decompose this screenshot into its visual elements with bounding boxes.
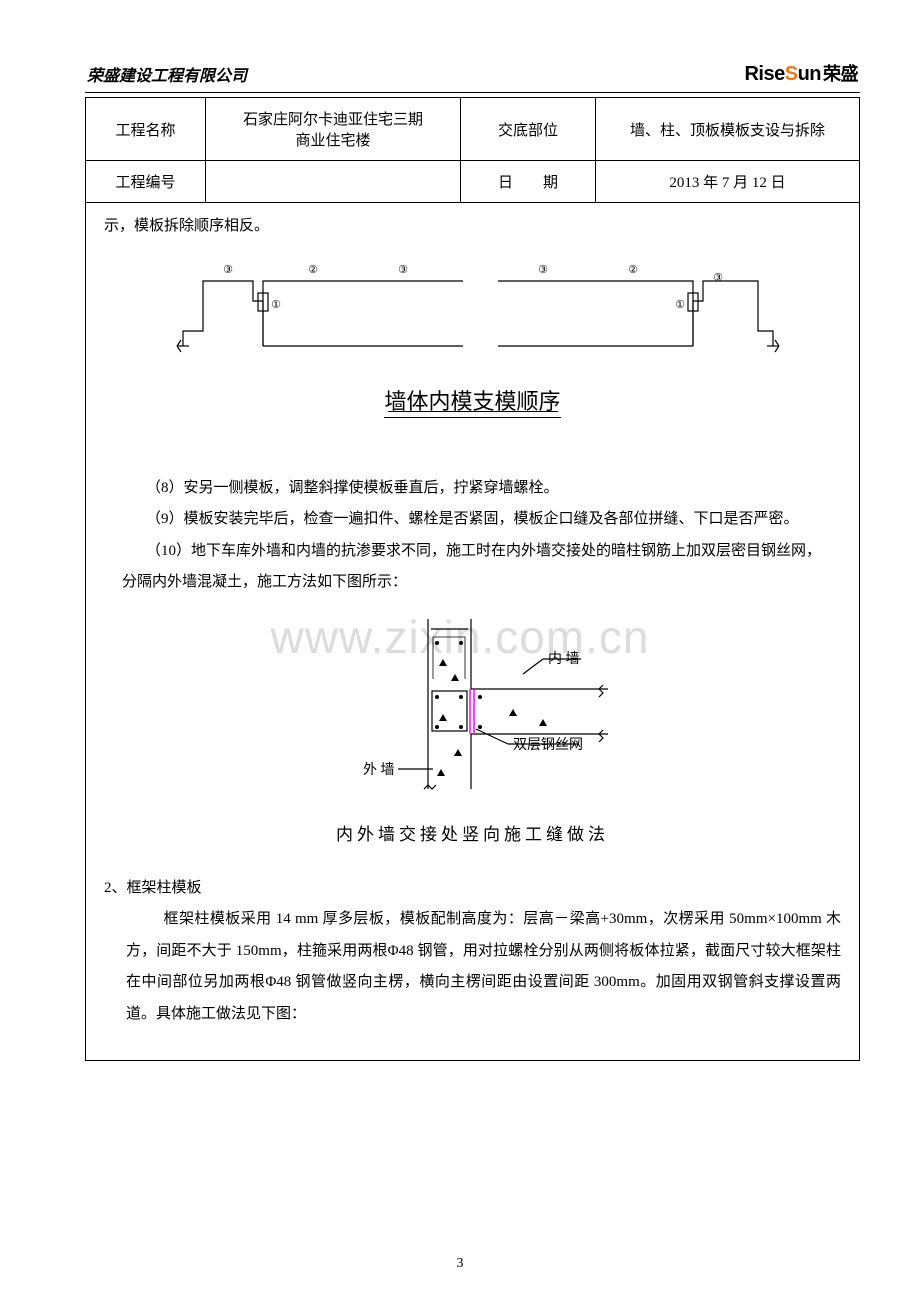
page-container: 荣盛建设工程有限公司 RiseSun荣盛 工程名称 石家庄阿尔卡迪亚住宅三期 商…	[85, 60, 860, 1061]
paragraph-10a: （10）地下车库外墙和内墙的抗渗要求不同，施工时在内外墙交接处的暗柱钢筋上加双层…	[104, 536, 841, 568]
marker-3: ③	[538, 264, 548, 276]
cell-project-name-label: 工程名称	[86, 98, 206, 161]
logo-rise: Rise	[744, 63, 784, 85]
diagram1-caption: 墙体内模支模顺序	[104, 379, 841, 425]
cell-part-value: 墙、柱、顶板模板支设与拆除	[596, 98, 860, 161]
marker-3: ③	[398, 264, 408, 276]
paragraph-8: （8）安另一侧模板，调整斜撑使模板垂直后，拧紧穿墙螺栓。	[104, 473, 841, 505]
logo-un: un	[798, 63, 821, 85]
content-frame: 示，模板拆除顺序相反。	[85, 203, 860, 1061]
info-table: 工程名称 石家庄阿尔卡迪亚住宅三期 商业住宅楼 交底部位 墙、柱、顶板模板支设与…	[85, 97, 860, 203]
cell-project-no-label: 工程编号	[86, 161, 206, 203]
diagram2-caption: 内外墙交接处竖向施工缝做法	[104, 817, 841, 853]
paragraph-10b: 分隔内外墙混凝土，施工方法如下图所示：	[104, 567, 841, 599]
header: 荣盛建设工程有限公司 RiseSun荣盛	[85, 60, 860, 86]
page-number: 3	[457, 1256, 464, 1272]
label-inner-wall: 内 墙	[548, 651, 580, 667]
section-2-body: 框架柱模板采用 14 mm 厚多层板，模板配制高度为：层高－梁高+30mm，次楞…	[104, 904, 841, 1030]
marker-1: ①	[675, 299, 685, 311]
table-row: 工程编号 日 期 2013 年 7 月 12 日	[86, 161, 860, 203]
continuation-line: 示，模板拆除顺序相反。	[104, 211, 841, 243]
marker-2: ②	[628, 264, 638, 276]
marker-2: ②	[308, 264, 318, 276]
logo: RiseSun荣盛	[744, 60, 858, 86]
company-name: 荣盛建设工程有限公司	[87, 62, 247, 86]
marker-3: ③	[713, 272, 723, 284]
diagram-wall-joint: 内 墙 双层钢丝网 外 墙 内外墙交接处竖向施工缝做法	[104, 619, 841, 853]
label-outer-wall: 外 墙	[363, 762, 395, 778]
logo-cn: 荣盛	[823, 64, 858, 84]
cell-project-no-value	[206, 161, 461, 203]
cell-date-value: 2013 年 7 月 12 日	[596, 161, 860, 203]
logo-s: S	[785, 63, 798, 85]
label-mesh: 双层钢丝网	[513, 737, 583, 753]
cell-project-name-value: 石家庄阿尔卡迪亚住宅三期 商业住宅楼	[206, 98, 461, 161]
marker-3: ③	[223, 264, 233, 276]
paragraph-9: （9）模板安装完毕后，检查一遍扣件、螺栓是否紧固，模板企口缝及各部位拼缝、下口是…	[104, 504, 841, 536]
header-rule	[85, 92, 860, 93]
content: 示，模板拆除顺序相反。	[86, 203, 859, 1030]
cell-part-label: 交底部位	[461, 98, 596, 161]
cell-date-label: 日 期	[461, 161, 596, 203]
diagram-wall-sequence: ③ ② ③ ③ ② ③ ① ①	[163, 251, 783, 361]
section-2-heading: 2、框架柱模板	[104, 873, 841, 905]
marker-1: ①	[271, 299, 281, 311]
table-row: 工程名称 石家庄阿尔卡迪亚住宅三期 商业住宅楼 交底部位 墙、柱、顶板模板支设与…	[86, 98, 860, 161]
